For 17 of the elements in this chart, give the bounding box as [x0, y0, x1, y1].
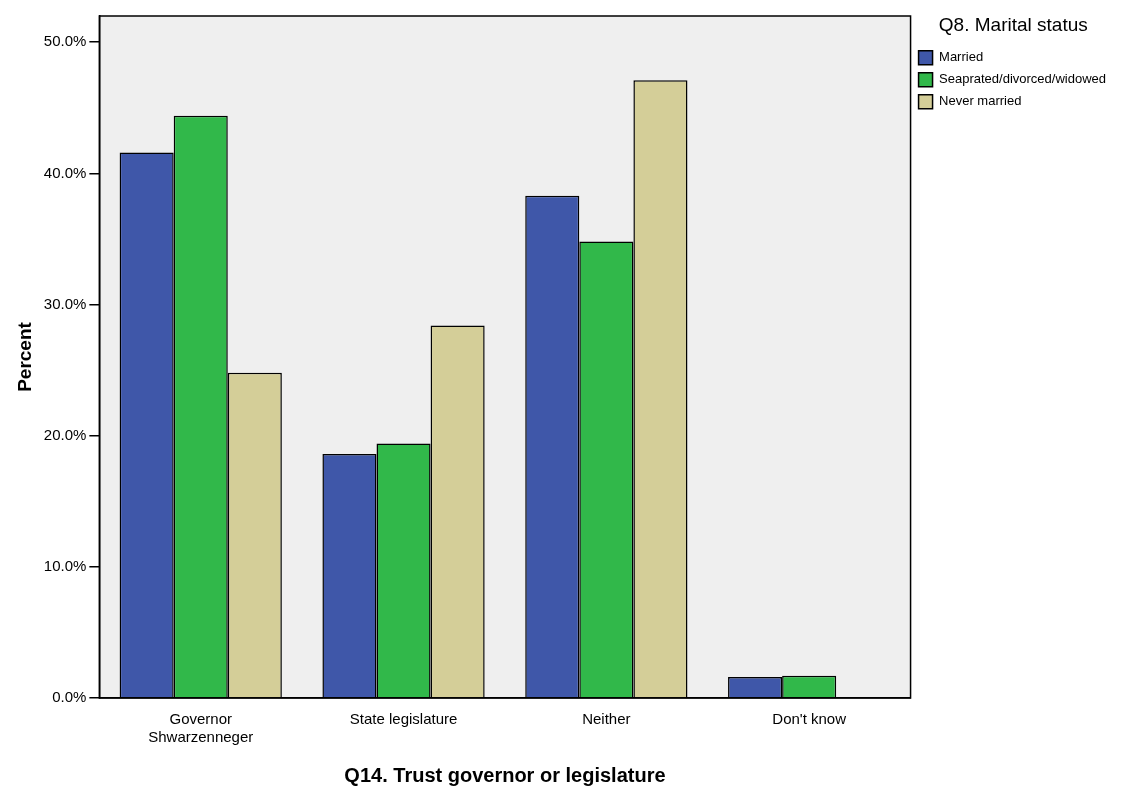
x-tick-label: Don't know [772, 710, 847, 728]
x-tick-label: Neither [582, 710, 631, 728]
y-tick-label: 20.0% [43, 425, 87, 443]
category-label: Shwarzenneger [148, 728, 254, 746]
category-label: Governor [169, 710, 232, 728]
y-tick-label: 40.0% [43, 163, 87, 181]
y-tick-label: 10.0% [43, 556, 87, 574]
y-tick-label: 50.0% [43, 32, 87, 50]
x-axis-title: Q14. Trust governor or legislature [344, 763, 666, 786]
y-axis-title: Percent [13, 321, 35, 392]
y-tick-label: 30.0% [43, 294, 87, 312]
y-tick-label: 0.0% [52, 688, 87, 706]
legend-label: Married [939, 49, 984, 65]
x-tick-label: State legislature [349, 710, 458, 728]
legend-label: Seaprated/divorced/widowed [939, 71, 1106, 87]
legend-title: Q8. Marital status [938, 13, 1088, 35]
legend-label: Never married [939, 93, 1022, 109]
